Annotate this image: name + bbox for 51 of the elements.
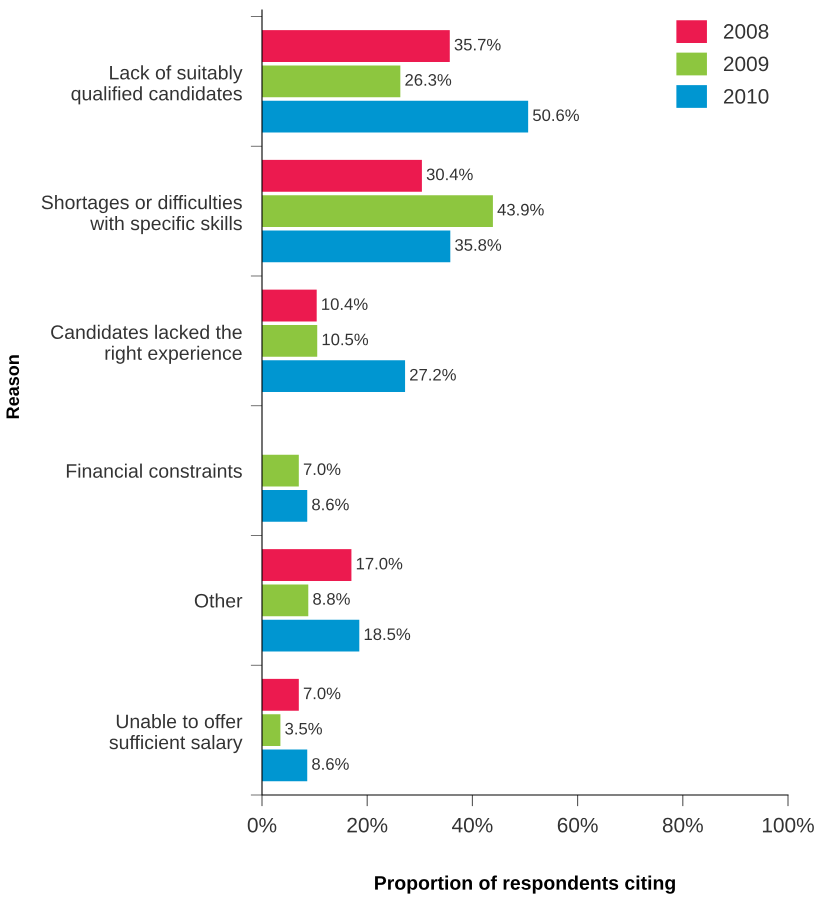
bar xyxy=(262,360,406,392)
data-label: 35.7% xyxy=(454,38,501,51)
bar xyxy=(262,195,493,228)
bar xyxy=(262,454,299,487)
legend-label: 2010 xyxy=(724,88,768,104)
data-label: 27.2% xyxy=(410,368,456,381)
data-label: 8.6% xyxy=(312,758,349,770)
bar xyxy=(262,549,352,581)
x-axis-title: Proportion of respondents citing xyxy=(375,876,675,894)
bar xyxy=(262,100,528,133)
data-label: 50.6% xyxy=(532,109,579,122)
x-tick-label: 60% xyxy=(558,818,598,833)
y-tick-label: Candidates lacked the right experience xyxy=(51,324,242,364)
data-label: 7.0% xyxy=(304,688,340,700)
data-label: 17.0% xyxy=(356,558,402,570)
y-tick-label: Other xyxy=(194,593,242,608)
legend-label: 2009 xyxy=(724,56,768,72)
bar xyxy=(262,620,360,652)
data-label: 18.5% xyxy=(364,628,410,640)
bar xyxy=(262,160,422,192)
bar xyxy=(262,30,450,62)
legend-label: 2008 xyxy=(724,24,768,39)
data-label: 10.4% xyxy=(322,298,368,310)
data-label: 8.8% xyxy=(313,593,350,605)
y-tick-label: Lack of suitably qualified candidates xyxy=(72,65,243,104)
data-label: 3.5% xyxy=(285,722,322,735)
bar xyxy=(262,490,308,522)
data-label: 7.0% xyxy=(304,463,340,476)
data-label: 26.3% xyxy=(405,74,452,86)
y-tick-label: Unable to offer sufficient salary xyxy=(109,714,243,754)
bar xyxy=(262,324,318,357)
y-axis-title: Reason xyxy=(6,355,20,418)
bar xyxy=(262,714,280,746)
bar xyxy=(262,230,450,262)
bar xyxy=(262,678,299,711)
y-tick-label: Shortages or difficulties with specific skills xyxy=(42,195,242,234)
x-tick-label: 80% xyxy=(662,818,703,833)
bar xyxy=(262,750,308,782)
x-tick-label: 20% xyxy=(347,818,388,833)
y-tick-label: Financial constraints xyxy=(66,464,242,478)
bar xyxy=(262,65,400,98)
bar xyxy=(262,290,317,322)
x-tick-label: 100% xyxy=(762,818,814,833)
bar xyxy=(262,584,308,616)
x-tick-label: 0% xyxy=(248,818,276,833)
x-tick-label: 40% xyxy=(452,818,493,833)
data-label: 10.5% xyxy=(322,334,368,346)
data-label: 8.6% xyxy=(312,498,349,510)
data-label: 30.4% xyxy=(426,168,473,180)
data-label: 35.8% xyxy=(455,239,502,251)
data-label: 43.9% xyxy=(497,204,544,216)
